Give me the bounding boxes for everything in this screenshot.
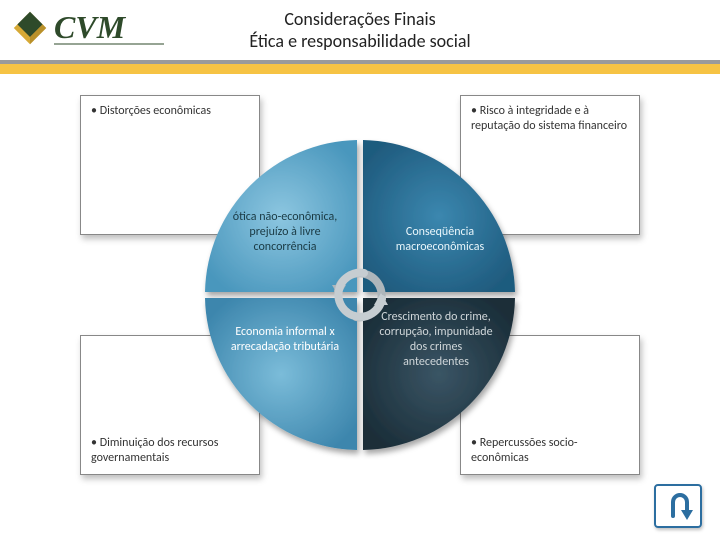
- brand-wordmark: CVM: [54, 8, 174, 48]
- quadrant-bottom-right: [363, 298, 515, 450]
- quadrant-top-right: [363, 140, 515, 292]
- brand-logo: CVM: [12, 8, 174, 48]
- slide-header: CVM Considerações Finais Ética e respons…: [0, 0, 720, 64]
- quadrant-top-left: [205, 140, 357, 292]
- quadrant-diagram: • Distorções econômicas • Risco à integr…: [80, 95, 640, 495]
- u-turn-icon: [663, 492, 693, 520]
- title-line-2: Ética e responsabilidade social: [200, 30, 520, 52]
- quadrant-bottom-left: [205, 298, 357, 450]
- logo-diamond-icon: [12, 10, 48, 46]
- return-button[interactable]: [654, 484, 702, 528]
- slide-title: Considerações Finais Ética e responsabil…: [200, 8, 520, 52]
- accent-bar: [0, 64, 720, 74]
- title-line-1: Considerações Finais: [200, 8, 520, 30]
- cycle-arrows-icon: [332, 273, 388, 318]
- brand-text: CVM: [54, 9, 127, 45]
- quadrant-circle: [80, 95, 640, 495]
